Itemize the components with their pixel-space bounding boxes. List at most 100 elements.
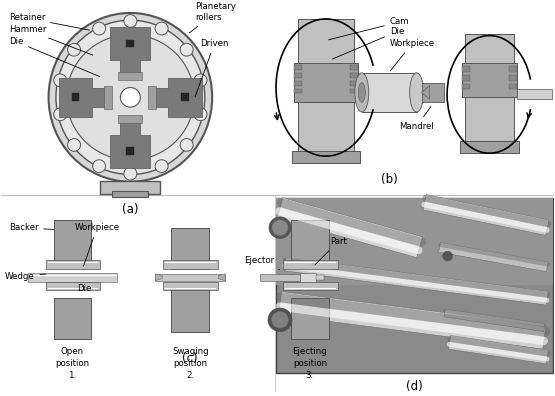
Bar <box>118 72 142 80</box>
Polygon shape <box>438 242 548 272</box>
Circle shape <box>93 160 105 173</box>
Bar <box>460 141 519 153</box>
Bar <box>118 115 142 123</box>
Bar <box>509 84 517 89</box>
Polygon shape <box>423 194 549 235</box>
Text: Workpiece: Workpiece <box>390 39 435 70</box>
Circle shape <box>54 74 67 87</box>
Polygon shape <box>155 78 202 117</box>
Ellipse shape <box>271 312 289 328</box>
Bar <box>462 84 470 89</box>
Bar <box>276 198 553 373</box>
Bar <box>171 290 209 331</box>
Circle shape <box>68 139 80 151</box>
Bar <box>171 228 209 269</box>
Text: Planetary
rollers: Planetary rollers <box>189 2 236 33</box>
Bar <box>465 97 514 141</box>
Bar <box>298 102 354 151</box>
Text: Open
position
1.: Open position 1. <box>56 347 89 380</box>
Text: Cam: Cam <box>329 17 410 40</box>
Polygon shape <box>444 309 545 331</box>
Bar <box>54 298 92 339</box>
Ellipse shape <box>272 220 288 236</box>
Bar <box>113 191 148 197</box>
Text: Hammer: Hammer <box>9 25 93 55</box>
Bar <box>298 19 354 63</box>
Bar <box>100 181 160 194</box>
Polygon shape <box>277 198 423 258</box>
Circle shape <box>93 22 105 35</box>
Ellipse shape <box>355 73 369 112</box>
Bar <box>294 89 302 93</box>
Bar <box>54 220 92 261</box>
Circle shape <box>180 44 193 56</box>
Ellipse shape <box>268 308 292 331</box>
Bar <box>462 66 470 72</box>
Bar <box>462 63 517 97</box>
Text: (d): (d) <box>406 380 423 392</box>
Bar <box>163 282 218 290</box>
Bar <box>509 75 517 81</box>
Text: Die: Die <box>9 37 100 77</box>
Text: (a): (a) <box>122 203 139 216</box>
Circle shape <box>54 108 67 121</box>
Bar <box>294 81 302 86</box>
Circle shape <box>67 35 194 160</box>
Text: (b): (b) <box>381 173 398 186</box>
Ellipse shape <box>359 83 365 102</box>
Polygon shape <box>422 86 430 99</box>
Bar <box>350 65 358 70</box>
Circle shape <box>124 167 137 180</box>
Bar <box>104 86 113 109</box>
Circle shape <box>124 15 137 27</box>
Bar <box>72 93 79 101</box>
Bar <box>462 75 470 81</box>
Bar <box>276 198 553 286</box>
Text: Die: Die <box>78 284 92 293</box>
Bar <box>350 81 358 86</box>
Bar <box>148 86 157 109</box>
Text: Driven: Driven <box>195 39 229 97</box>
Polygon shape <box>58 78 105 117</box>
Bar <box>291 220 329 261</box>
Text: Wedge: Wedge <box>4 272 46 281</box>
Polygon shape <box>110 122 150 168</box>
Bar <box>316 275 324 280</box>
Text: Ejecting
position
3.: Ejecting position 3. <box>292 347 327 380</box>
Bar <box>28 273 118 282</box>
Bar <box>350 73 358 78</box>
Text: Part: Part <box>315 237 347 265</box>
Bar <box>350 89 358 93</box>
Text: Die: Die <box>332 27 404 59</box>
Bar <box>46 282 100 290</box>
Bar <box>517 89 552 99</box>
Circle shape <box>68 44 80 56</box>
Ellipse shape <box>56 20 205 175</box>
Circle shape <box>194 108 207 121</box>
Bar <box>292 151 360 163</box>
Circle shape <box>194 74 207 87</box>
Polygon shape <box>279 291 546 349</box>
Ellipse shape <box>410 73 423 112</box>
Bar <box>422 83 443 102</box>
Bar <box>163 260 218 269</box>
Polygon shape <box>218 274 225 281</box>
Bar <box>127 40 134 48</box>
Polygon shape <box>284 257 548 305</box>
Text: Workpiece: Workpiece <box>74 223 120 266</box>
Polygon shape <box>110 27 150 73</box>
Text: (c): (c) <box>183 352 198 365</box>
Bar <box>465 34 514 63</box>
Bar <box>294 65 302 70</box>
Text: Swaging
position
2.: Swaging position 2. <box>172 347 209 380</box>
Ellipse shape <box>269 217 291 238</box>
Polygon shape <box>155 274 162 281</box>
Ellipse shape <box>49 13 212 182</box>
Bar <box>294 73 302 78</box>
Bar <box>362 73 417 112</box>
Bar <box>46 260 100 269</box>
Bar <box>260 274 300 281</box>
Bar <box>509 66 517 72</box>
Text: Mandrel: Mandrel <box>399 107 434 131</box>
Circle shape <box>180 139 193 151</box>
